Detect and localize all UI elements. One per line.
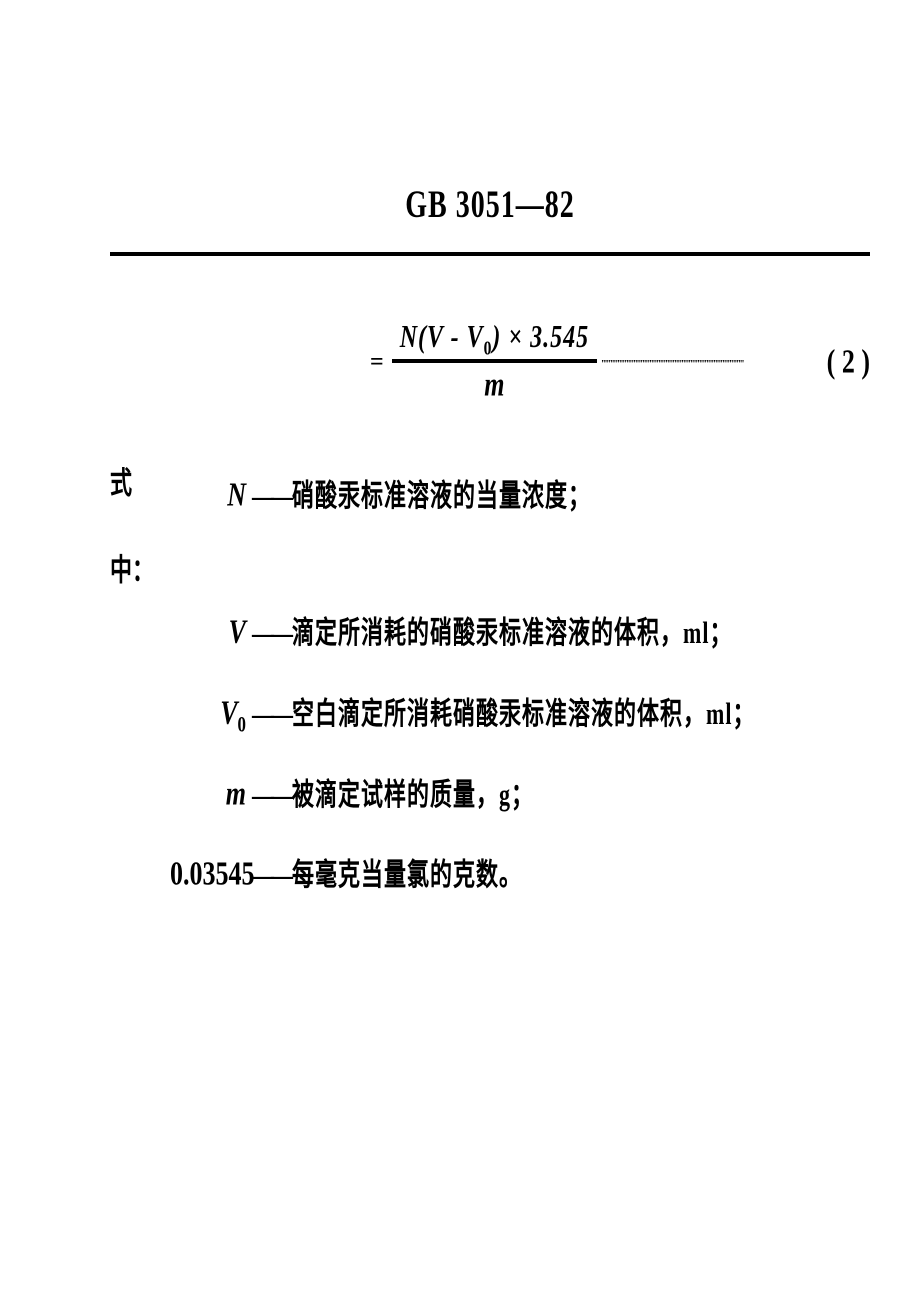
definition-text: 空白滴定所消耗硝酸汞标准溶液的体积，ml； — [292, 670, 755, 756]
document-page: GB 3051—82 = N(V - V0) × 3.545 m '''''''… — [110, 190, 870, 919]
definition-symbol: 0.03545 — [170, 827, 250, 922]
definition-text: 滴定所消耗的硝酸汞标准溶液的体积，ml； — [292, 590, 732, 676]
fraction: N(V - V0) × 3.545 m — [392, 326, 597, 399]
formula-denominator: m — [484, 357, 504, 404]
definition-dash: —— — [252, 590, 290, 676]
definition-symbol: N — [170, 448, 250, 543]
definition-item: V —— 滴定所消耗的硝酸汞标准溶液的体积，ml； — [110, 596, 870, 669]
definition-item: V0 —— 空白滴定所消耗硝酸汞标准溶液的体积，ml； — [110, 677, 870, 750]
equals-sign: = — [370, 349, 384, 376]
definition-dash: —— — [252, 751, 290, 837]
definition-dash: —— — [252, 670, 290, 756]
header-divider — [110, 252, 870, 256]
definition-item: 式中： N —— 硝酸汞标准溶液的当量浓度； — [110, 459, 870, 588]
formula-block: = N(V - V0) × 3.545 m ''''''''''''''''''… — [370, 326, 870, 399]
dot-leader: ''''''''''''''''''''''''''''''''''''''''… — [597, 359, 827, 370]
definition-dash: —— — [252, 452, 290, 538]
equation-number: ( 2 ) — [827, 343, 870, 382]
definition-dash: —— — [252, 832, 290, 918]
definition-item: m —— 被滴定试样的质量，g； — [110, 758, 870, 831]
definition-text: 每毫克当量氯的克数。 — [292, 832, 522, 918]
standard-code-header: GB 3051—82 — [110, 184, 870, 229]
definition-text: 硝酸汞标准溶液的当量浓度； — [292, 452, 591, 538]
definition-text: 被滴定试样的质量，g； — [292, 751, 534, 837]
definition-list: 式中： N —— 硝酸汞标准溶液的当量浓度； V —— 滴定所消耗的硝酸汞标准溶… — [110, 459, 870, 911]
definition-prefix: 式中： — [110, 440, 170, 612]
definition-item: 0.03545 —— 每毫克当量氯的克数。 — [110, 838, 870, 911]
